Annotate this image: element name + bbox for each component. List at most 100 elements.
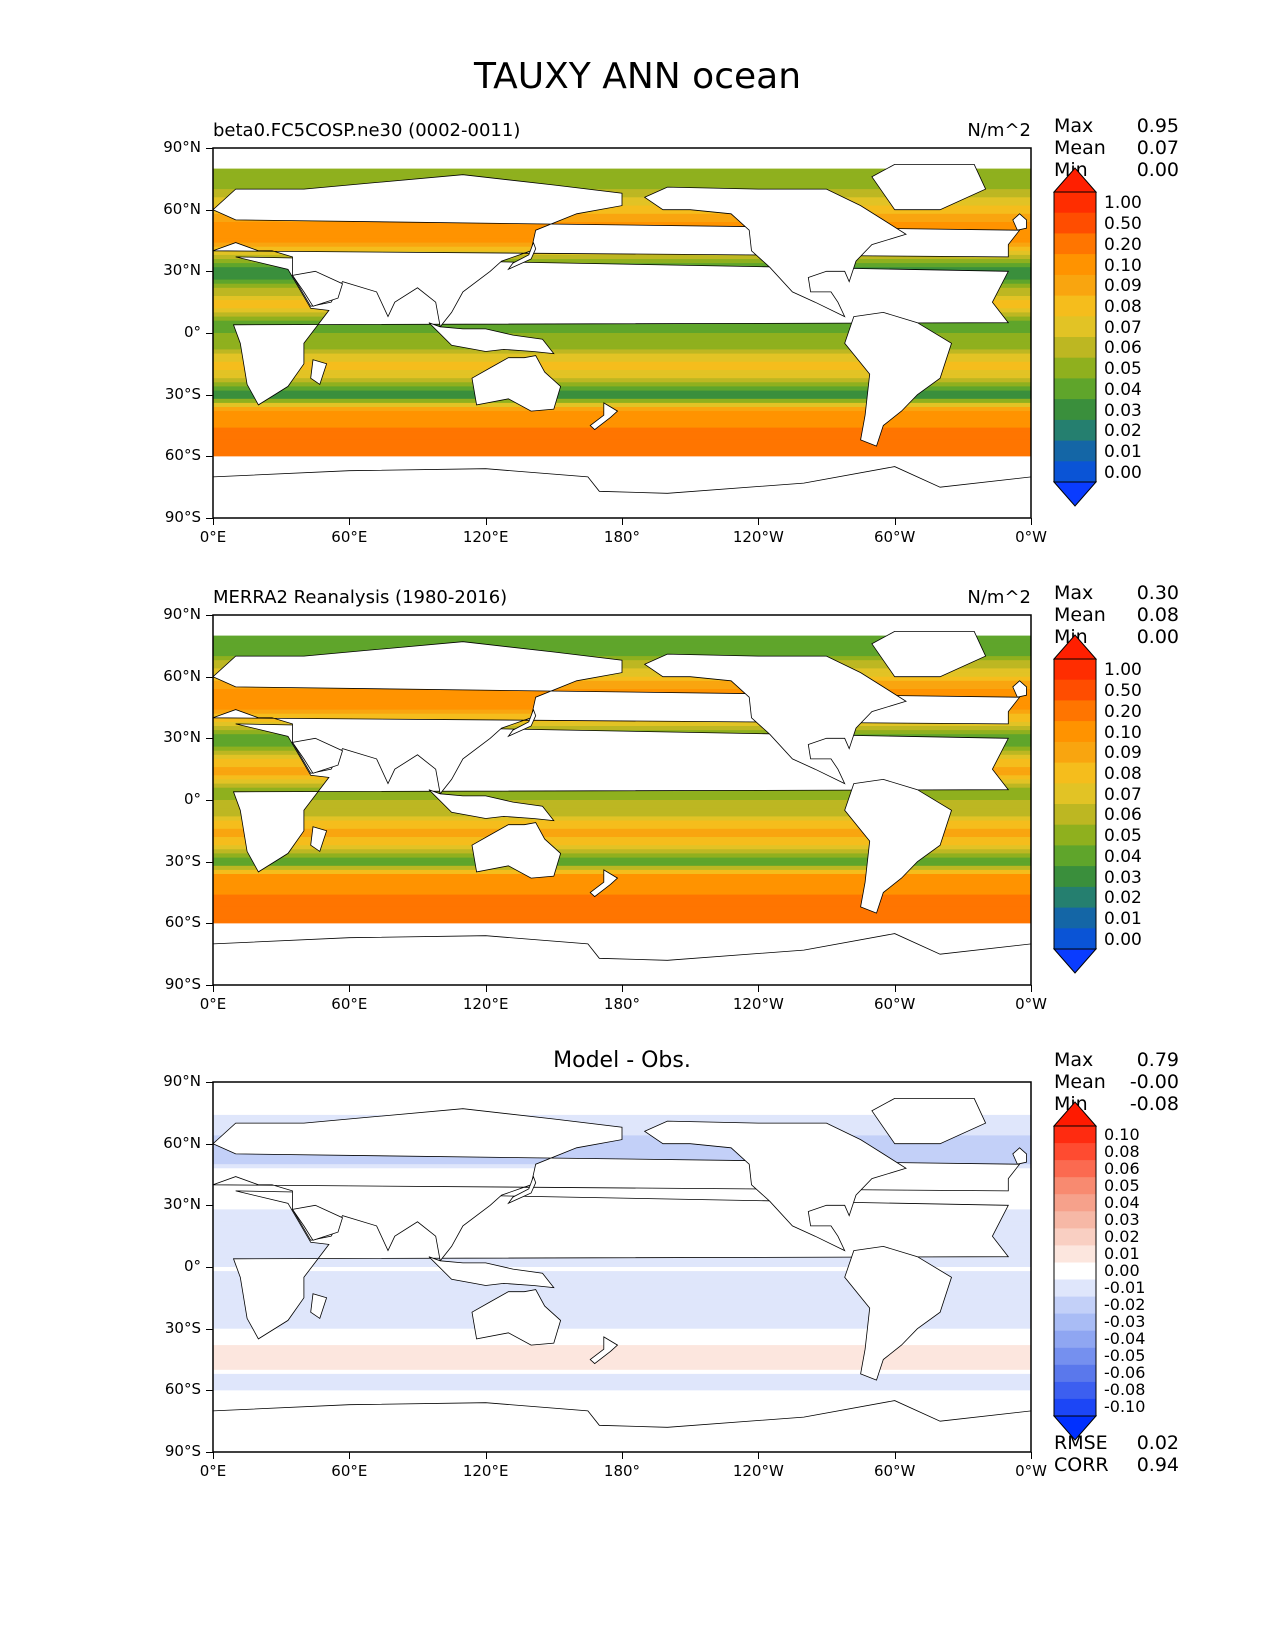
field-band <box>213 804 1031 809</box>
coastline <box>844 778 952 914</box>
colorbar-segment <box>1054 378 1096 400</box>
colorbar-segment <box>1054 1143 1096 1161</box>
stat-value-mean: 0.08 <box>1136 604 1179 626</box>
x-tick-label: 60°W <box>873 1462 916 1480</box>
colorbar-tick-label: -0.02 <box>1104 1295 1146 1315</box>
field-band <box>213 176 1031 182</box>
x-tick-mark <box>1031 518 1032 525</box>
map-panel-1 <box>212 147 1032 519</box>
x-tick-label: 60°W <box>873 995 916 1013</box>
field-band <box>213 1299 1031 1305</box>
field-band <box>213 1361 1031 1367</box>
x-tick-mark <box>1031 1452 1032 1459</box>
field-band <box>213 1119 1031 1124</box>
field-band <box>213 878 1031 883</box>
field-band <box>213 452 1031 457</box>
field-band <box>213 209 1031 215</box>
field-band <box>213 676 1031 682</box>
field-band <box>213 1341 1031 1346</box>
colorbar-tick-label: 0.00 <box>1104 462 1142 483</box>
stat-value-mean: 0.07 <box>1136 137 1179 159</box>
colorbar-segment <box>1054 1313 1096 1332</box>
coastline <box>471 822 562 879</box>
x-tick-mark <box>894 518 896 525</box>
field-band <box>213 168 1031 174</box>
y-tick-mark <box>206 1267 213 1268</box>
field-band <box>213 1316 1031 1321</box>
field-band <box>213 431 1031 437</box>
x-tick-label: 180° <box>603 995 641 1013</box>
field-band <box>213 1304 1031 1309</box>
colorbar-segment <box>1054 721 1096 743</box>
field-band <box>213 1151 1031 1157</box>
colorbar-tick-label: 0.03 <box>1104 400 1142 421</box>
colorbar-tick-label: 0.50 <box>1104 214 1142 235</box>
colorbar-segment <box>1054 741 1096 764</box>
field-band <box>213 1345 1031 1350</box>
x-tick-mark <box>622 518 623 525</box>
field-band <box>213 1312 1031 1317</box>
coastline <box>310 826 328 853</box>
y-tick-label: 60°S <box>164 913 201 932</box>
panel-left-label: MERRA2 Reanalysis (1980-2016) <box>213 587 508 608</box>
colorbar-tick-label: 0.10 <box>1104 255 1142 276</box>
y-tick-mark <box>206 1328 213 1330</box>
field-band <box>213 324 1031 330</box>
panel-center-label: Model - Obs. <box>553 1048 691 1073</box>
stat-value-max: 0.30 <box>1136 582 1179 604</box>
coastline <box>291 1204 343 1241</box>
stat-value-min: -0.08 <box>1129 1093 1179 1115</box>
field-band <box>213 832 1031 838</box>
x-tick-label: 60°E <box>331 528 368 546</box>
field-band <box>213 1287 1031 1293</box>
coastline <box>1012 213 1027 231</box>
colorbar-segment <box>1054 886 1096 909</box>
field-band <box>213 902 1031 908</box>
coastline <box>871 631 987 678</box>
y-tick-mark <box>206 209 213 211</box>
field-band <box>213 333 1031 338</box>
field-band <box>213 865 1031 871</box>
field-band <box>213 435 1031 441</box>
stat-label-rmse: RMSE <box>1054 1432 1108 1454</box>
y-tick-mark <box>206 676 213 678</box>
field-band <box>213 1271 1031 1276</box>
map-panel-3 <box>212 1081 1032 1453</box>
field-band <box>213 448 1031 453</box>
colorbar-tick-label: 0.06 <box>1104 338 1142 359</box>
y-tick-label: 30°S <box>164 384 201 403</box>
colorbar-segment <box>1054 399 1096 421</box>
x-tick-label: 0°W <box>1015 995 1047 1013</box>
colorbar-segment <box>1054 440 1096 462</box>
field-band <box>213 337 1031 342</box>
colorbar-segment <box>1054 274 1096 297</box>
coastline <box>212 1108 1021 1262</box>
coastline <box>507 241 537 271</box>
coastline <box>643 186 907 318</box>
colorbar-extend-bottom <box>1053 948 1097 974</box>
y-tick-label: 60°S <box>164 1380 201 1399</box>
stat-value-max: 0.95 <box>1136 115 1179 137</box>
coastline <box>589 402 619 431</box>
colorbar-segment <box>1054 659 1096 681</box>
colorbar-tick-label: -0.01 <box>1104 1278 1146 1298</box>
colorbar-segment <box>1054 824 1096 846</box>
field-band <box>213 684 1031 690</box>
field-band <box>213 919 1031 924</box>
colorbar-tick-label: -0.08 <box>1104 1380 1146 1400</box>
y-tick-label: 60°N <box>163 666 201 685</box>
field-band <box>213 1320 1031 1326</box>
field-band <box>213 1123 1031 1128</box>
stat-value-mean: -0.00 <box>1129 1071 1179 1093</box>
y-tick-label: 30°S <box>164 851 201 870</box>
field-band <box>213 882 1031 887</box>
x-tick-label: 180° <box>603 528 641 546</box>
x-tick-label: 180° <box>603 1462 641 1480</box>
colorbar-segment <box>1054 1364 1096 1383</box>
stat-value-corr: 0.94 <box>1136 1454 1179 1476</box>
x-tick-mark <box>1031 985 1032 992</box>
x-tick-label: 60°E <box>331 995 368 1013</box>
coastline <box>871 1098 987 1145</box>
x-tick-label: 120°E <box>462 995 509 1013</box>
field-band <box>213 222 1031 227</box>
